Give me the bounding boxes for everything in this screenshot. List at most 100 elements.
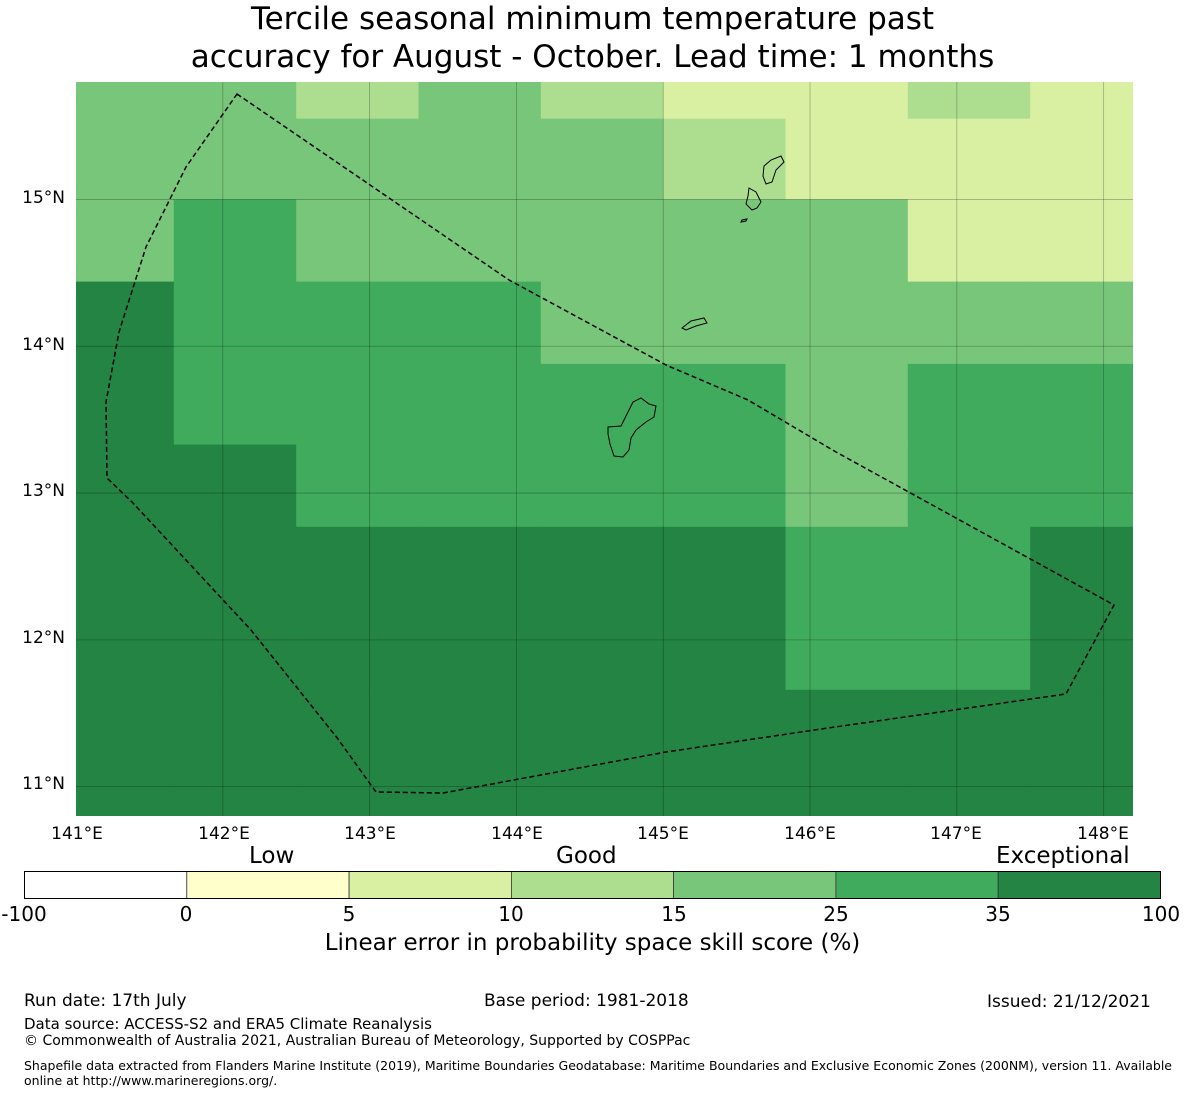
grid-cell — [663, 363, 787, 446]
grid-cell — [1030, 281, 1133, 365]
grid-cell — [907, 526, 1031, 610]
grid-cell — [296, 199, 420, 283]
grid-cell — [785, 281, 909, 365]
grid-cell — [76, 281, 175, 365]
colorbar-segment — [673, 871, 837, 899]
grid-cell — [418, 526, 542, 610]
colorbar-frame — [24, 871, 1161, 899]
grid-cell — [540, 199, 664, 283]
colorbar-tick: 15 — [661, 902, 687, 926]
graticule — [76, 82, 1133, 816]
grid-cell — [296, 82, 420, 120]
title-line-1: Tercile seasonal minimum temperature pas… — [250, 1, 935, 37]
colorbar-tick: 100 — [1141, 902, 1181, 926]
grid-cell — [418, 609, 542, 691]
copyright: © Commonwealth of Australia 2021, Austra… — [24, 1033, 691, 1049]
grid-cell — [663, 199, 787, 283]
grid-cell — [173, 689, 297, 816]
grid-cell — [907, 609, 1031, 691]
grid-cells — [76, 82, 1133, 816]
guam-island — [607, 397, 657, 458]
grid-cell — [785, 609, 909, 691]
grid-cell — [418, 281, 542, 365]
grid-cell — [540, 281, 664, 365]
grid-cell — [1030, 689, 1133, 816]
grid-cell — [296, 689, 420, 816]
grid-cell — [76, 363, 175, 446]
rota-island — [681, 317, 708, 331]
colorbar-segment — [24, 871, 188, 899]
grid-cell — [663, 609, 787, 691]
colorbar-tick: 25 — [823, 902, 849, 926]
y-tick-label: 13°N — [22, 481, 65, 501]
y-tick-label: 15°N — [22, 188, 65, 208]
colorbar-segment — [997, 871, 1161, 899]
grid-cell — [296, 363, 420, 446]
colorbar-segments — [24, 871, 1161, 899]
grid-cell — [540, 444, 664, 528]
x-tick-label: 148°E — [1077, 824, 1129, 844]
grid-cell — [1030, 444, 1133, 528]
grid-cell — [76, 609, 175, 691]
legend-word-exceptional: Exceptional — [996, 843, 1130, 869]
grid-cell — [76, 689, 175, 816]
grid-cell — [663, 118, 787, 200]
grid-cell — [663, 689, 787, 816]
skill-score-map — [76, 82, 1133, 816]
colorbar — [24, 871, 1161, 899]
grid-cell — [540, 526, 664, 610]
grid-cell — [907, 82, 1031, 120]
grid-cell — [1030, 609, 1133, 691]
grid-cell — [173, 363, 297, 446]
grid-cell — [76, 118, 175, 200]
x-tick-label: 142°E — [198, 824, 250, 844]
grid-cell — [418, 199, 542, 283]
grid-cell — [418, 82, 542, 120]
base-period: Base period: 1981-2018 — [484, 991, 689, 1011]
grid-cell — [907, 199, 1031, 283]
grid-cell — [540, 363, 664, 446]
grid-cell — [173, 118, 297, 200]
grid-cell — [907, 118, 1031, 200]
saipan-island — [762, 155, 785, 185]
colorbar-tick: 10 — [498, 902, 524, 926]
grid-cell — [785, 363, 909, 446]
grid-cell — [173, 609, 297, 691]
grid-cell — [785, 689, 909, 816]
grid-cell — [540, 82, 664, 120]
tinian-island — [745, 187, 762, 211]
legend-word-good: Good — [556, 843, 617, 869]
colorbar-segment — [186, 871, 350, 899]
colorbar-label: Linear error in probability space skill … — [324, 930, 861, 956]
grid-cell — [173, 82, 297, 120]
y-tick-label: 11°N — [22, 774, 65, 794]
grid-cell — [296, 609, 420, 691]
grid-cell — [663, 281, 787, 365]
grid-cell — [1030, 82, 1133, 120]
run-date: Run date: 17th July — [24, 991, 187, 1011]
colorbar-tick: 35 — [985, 902, 1011, 926]
colorbar-segment — [510, 871, 675, 899]
legend-word-low: Low — [249, 843, 295, 869]
grid-cell — [76, 82, 175, 120]
grid-cell — [418, 118, 542, 200]
grid-cell — [785, 526, 909, 610]
grid-cell — [418, 689, 542, 816]
grid-cell — [418, 444, 542, 528]
grid-cell — [907, 281, 1031, 365]
y-tick-label: 14°N — [22, 335, 65, 355]
grid-cell — [663, 526, 787, 610]
grid-cell — [1030, 118, 1133, 200]
grid-cell — [173, 526, 297, 610]
title-line-2: accuracy for August - October. Lead time… — [190, 39, 995, 75]
grid-cell — [907, 444, 1031, 528]
issued-date: Issued: 21/12/2021 — [987, 992, 1151, 1012]
grid-cell — [1030, 363, 1133, 446]
grid-cell — [173, 199, 297, 283]
colorbar-tick: -100 — [1, 902, 47, 926]
grid-cell — [907, 689, 1031, 816]
colorbar-segment — [835, 871, 999, 899]
x-tick-label: 144°E — [491, 824, 543, 844]
grid-cell — [540, 118, 664, 200]
grid-cell — [540, 689, 664, 816]
